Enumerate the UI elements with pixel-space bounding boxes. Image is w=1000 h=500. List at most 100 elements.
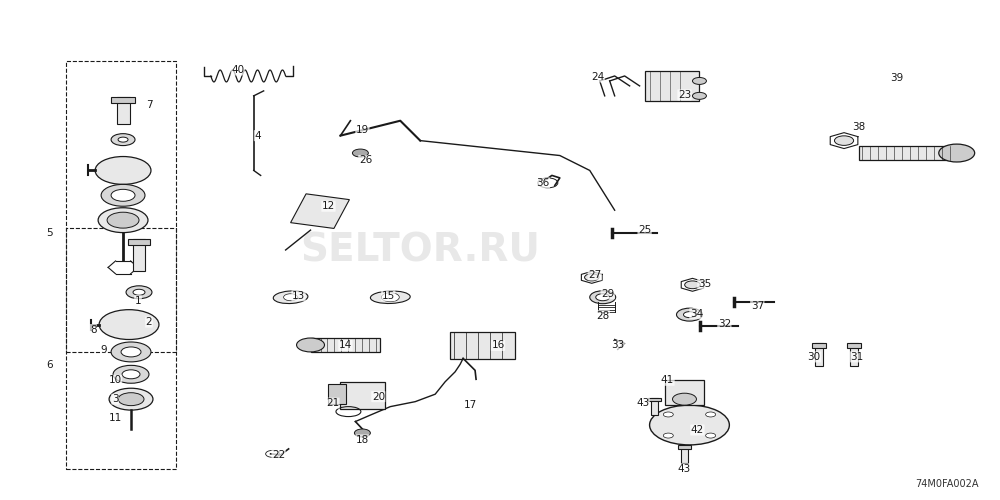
Text: 23: 23 (678, 90, 691, 100)
Circle shape (663, 412, 673, 417)
Bar (648, 398, 661, 402)
Bar (678, 445, 691, 448)
Circle shape (95, 156, 151, 184)
Circle shape (297, 338, 324, 352)
Text: 29: 29 (601, 289, 614, 299)
Circle shape (111, 342, 151, 362)
Bar (859, 146, 959, 160)
Text: 19: 19 (356, 124, 369, 134)
Circle shape (663, 433, 673, 438)
Text: 36: 36 (536, 178, 550, 188)
Text: 15: 15 (382, 290, 395, 300)
Text: 34: 34 (690, 308, 703, 318)
Circle shape (121, 347, 141, 357)
Bar (291, 194, 349, 228)
Text: 33: 33 (611, 340, 624, 350)
Bar (651, 398, 658, 415)
Text: 37: 37 (751, 300, 764, 310)
Text: 43: 43 (678, 464, 691, 474)
Circle shape (590, 291, 616, 304)
Text: 11: 11 (108, 413, 122, 423)
Bar (111, 97, 135, 102)
Text: 21: 21 (326, 398, 339, 408)
Circle shape (98, 208, 148, 233)
Text: 10: 10 (109, 376, 122, 386)
Bar (328, 384, 346, 404)
Ellipse shape (273, 291, 308, 304)
Text: 8: 8 (90, 324, 96, 334)
Text: 27: 27 (588, 270, 601, 280)
Bar (128, 239, 150, 246)
Bar (812, 343, 826, 347)
Text: 6: 6 (46, 360, 53, 370)
Bar (645, 71, 699, 101)
Ellipse shape (370, 291, 410, 304)
Circle shape (585, 274, 599, 281)
Circle shape (118, 392, 144, 406)
Bar (815, 343, 823, 365)
Circle shape (352, 149, 368, 157)
Text: 3: 3 (112, 394, 118, 404)
Text: 24: 24 (591, 72, 604, 82)
Circle shape (101, 184, 145, 206)
Text: 17: 17 (463, 400, 477, 410)
Text: SELTOR.RU: SELTOR.RU (300, 231, 540, 269)
Text: 42: 42 (691, 425, 704, 435)
Circle shape (596, 294, 610, 300)
Bar (850, 343, 858, 365)
Text: 30: 30 (808, 352, 821, 362)
Circle shape (99, 310, 159, 340)
Circle shape (111, 190, 135, 202)
Text: 26: 26 (359, 156, 372, 166)
Bar (450, 332, 515, 359)
Circle shape (685, 281, 700, 288)
Text: 2: 2 (146, 317, 152, 327)
Circle shape (834, 136, 854, 145)
Bar (66, 61, 176, 352)
Text: 22: 22 (272, 450, 285, 460)
Circle shape (133, 290, 145, 295)
Bar (681, 445, 688, 462)
Circle shape (111, 134, 135, 145)
Text: 20: 20 (372, 392, 385, 402)
Text: 18: 18 (356, 435, 369, 445)
Circle shape (650, 405, 729, 445)
Bar (66, 228, 176, 469)
Circle shape (118, 137, 128, 142)
Text: 41: 41 (661, 376, 674, 386)
Text: 38: 38 (852, 122, 866, 132)
Text: 5: 5 (46, 228, 53, 237)
Circle shape (706, 412, 716, 417)
Text: 31: 31 (850, 352, 864, 362)
Circle shape (126, 286, 152, 298)
Text: 35: 35 (698, 279, 711, 289)
Bar (133, 239, 145, 271)
Text: 28: 28 (596, 310, 609, 320)
Circle shape (109, 388, 153, 410)
Circle shape (381, 293, 399, 302)
Text: 74M0FA002A: 74M0FA002A (915, 478, 979, 488)
Circle shape (354, 429, 370, 437)
Bar (117, 97, 130, 124)
Circle shape (673, 393, 696, 405)
Text: 25: 25 (638, 225, 651, 235)
Circle shape (706, 433, 716, 438)
Bar (847, 343, 861, 347)
Circle shape (122, 370, 140, 379)
Bar (340, 382, 385, 409)
Text: 12: 12 (322, 201, 335, 211)
Text: 13: 13 (292, 290, 305, 300)
Text: 14: 14 (339, 340, 352, 350)
Circle shape (692, 78, 706, 84)
Text: 1: 1 (135, 296, 141, 306)
Circle shape (939, 144, 975, 162)
Text: 7: 7 (146, 100, 152, 110)
Circle shape (677, 308, 702, 321)
Bar (311, 338, 380, 352)
Circle shape (107, 212, 139, 228)
Text: 32: 32 (718, 318, 731, 328)
Text: 9: 9 (101, 346, 107, 356)
Text: 16: 16 (491, 340, 505, 350)
Circle shape (284, 294, 298, 300)
Circle shape (683, 312, 695, 318)
